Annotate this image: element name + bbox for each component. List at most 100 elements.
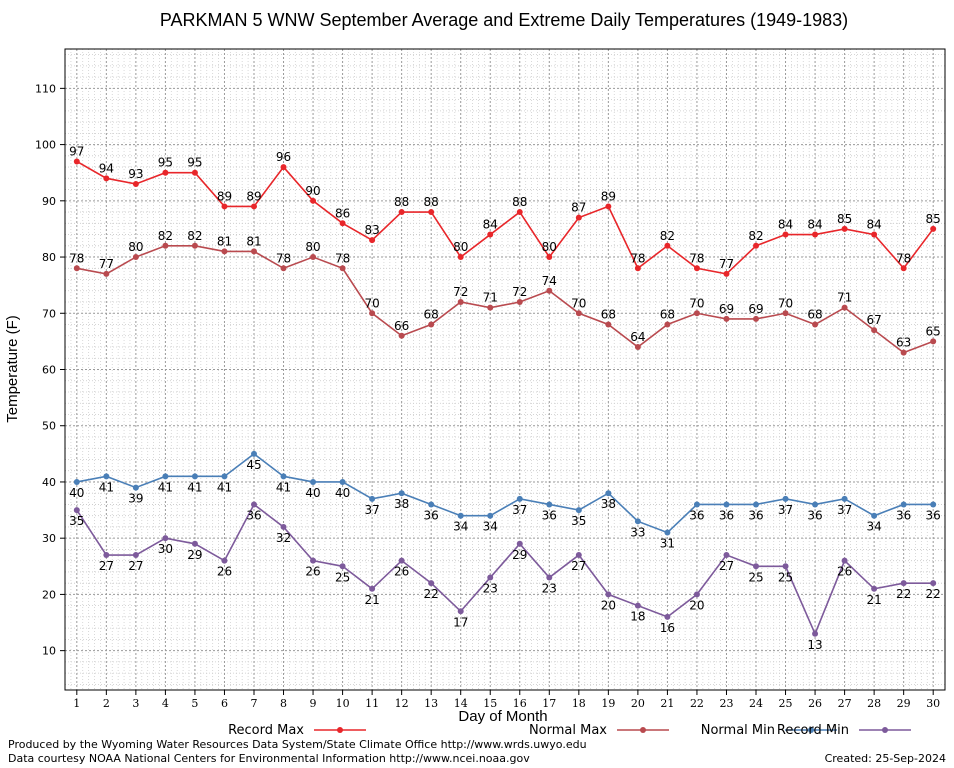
data-label-normal-max: 70 <box>571 296 586 310</box>
x-tick-label: 29 <box>897 697 911 710</box>
legend-label: Record Min <box>777 723 849 738</box>
data-label-record-max: 78 <box>689 251 704 265</box>
x-tick-label: 1 <box>73 697 80 710</box>
x-tick-label: 2 <box>103 697 110 710</box>
data-point-record-min <box>841 557 848 564</box>
data-label-record-max: 93 <box>128 167 143 181</box>
data-label-normal-min: 41 <box>99 480 114 494</box>
data-point-record-min <box>132 552 139 559</box>
series-normal-min: 40 41 39 41 41 41 45 41 40 40 37 38 36 34 34 37 36 35 38 33… <box>69 450 941 551</box>
data-point-record-max <box>753 242 760 249</box>
data-point-record-max <box>546 254 553 261</box>
data-label-record-max: 88 <box>394 195 409 209</box>
data-label-normal-min: 35 <box>571 514 586 528</box>
data-point-normal-max <box>191 242 198 249</box>
data-label-record-max: 95 <box>187 156 202 170</box>
y-axis: 10 20 30 40 50 60 70 80 90 100 110 <box>35 82 65 658</box>
data-point-normal-min <box>693 501 700 508</box>
data-point-normal-max <box>723 315 730 322</box>
y-axis-label: Temperature (F) <box>4 315 21 423</box>
data-label-normal-max: 66 <box>394 319 409 333</box>
data-label-record-min: 27 <box>571 559 586 573</box>
data-label-record-min: 22 <box>926 587 941 601</box>
data-point-record-min <box>693 591 700 598</box>
data-point-record-max <box>103 175 110 182</box>
data-point-normal-max <box>871 327 878 334</box>
data-point-normal-min <box>930 501 937 508</box>
data-point-normal-min <box>812 501 819 508</box>
data-point-normal-max <box>841 304 848 311</box>
y-tick-label: 80 <box>42 251 56 264</box>
data-label-record-max: 84 <box>778 218 793 232</box>
data-point-record-min <box>310 557 317 564</box>
data-point-record-max <box>132 180 139 187</box>
data-point-record-min <box>221 557 228 564</box>
data-label-record-min: 29 <box>512 548 527 562</box>
data-point-normal-max <box>782 310 789 317</box>
data-label-normal-min: 36 <box>896 508 911 522</box>
x-tick-label: 12 <box>395 697 409 710</box>
x-tick-label: 10 <box>336 697 350 710</box>
data-label-normal-min: 40 <box>69 486 84 500</box>
data-label-record-min: 35 <box>69 514 84 528</box>
data-point-record-max <box>841 225 848 232</box>
data-label-record-min: 36 <box>246 508 261 522</box>
data-point-normal-min <box>605 490 612 497</box>
data-point-record-min <box>73 507 80 514</box>
y-tick-label: 30 <box>42 532 56 545</box>
data-point-record-min <box>487 574 494 581</box>
data-label-normal-min: 45 <box>246 458 261 472</box>
data-label-normal-min: 37 <box>364 503 379 517</box>
data-point-record-min <box>280 523 287 530</box>
y-tick-label: 60 <box>42 364 56 377</box>
data-point-normal-min <box>191 473 198 480</box>
data-label-record-max: 97 <box>69 144 84 158</box>
data-point-record-max <box>191 169 198 176</box>
data-label-normal-min: 41 <box>217 480 232 494</box>
data-point-record-min <box>723 552 730 559</box>
data-label-record-max: 78 <box>630 251 645 265</box>
data-point-record-max <box>310 197 317 204</box>
y-tick-label: 10 <box>42 645 56 658</box>
data-label-record-min: 32 <box>276 531 291 545</box>
data-point-record-min <box>457 608 464 615</box>
data-point-normal-max <box>132 254 139 261</box>
data-label-normal-max: 70 <box>778 296 793 310</box>
data-label-normal-max: 67 <box>866 313 881 327</box>
x-tick-label: 14 <box>454 697 468 710</box>
data-point-normal-min <box>73 478 80 485</box>
data-point-record-min <box>250 501 257 508</box>
legend-label: Normal Max <box>529 723 607 738</box>
data-label-record-max: 82 <box>660 229 675 243</box>
data-label-normal-max: 82 <box>187 229 202 243</box>
data-label-normal-min: 38 <box>601 497 616 511</box>
data-point-normal-max <box>634 344 641 351</box>
x-tick-label: 4 <box>162 697 169 710</box>
data-point-record-max <box>221 203 228 210</box>
x-tick-label: 18 <box>572 697 586 710</box>
data-label-normal-max: 68 <box>660 308 675 322</box>
data-label-record-min: 13 <box>807 638 822 652</box>
legend-item-record-max: Record Max <box>228 723 366 738</box>
data-point-normal-max <box>546 287 553 294</box>
x-tick-label: 15 <box>483 697 497 710</box>
data-label-record-min: 23 <box>483 582 498 596</box>
x-tick-label: 16 <box>513 697 527 710</box>
data-label-record-min: 20 <box>689 598 704 612</box>
x-tick-label: 22 <box>690 697 704 710</box>
data-label-record-min: 22 <box>896 587 911 601</box>
data-label-normal-min: 36 <box>689 508 704 522</box>
data-label-normal-max: 70 <box>689 296 704 310</box>
data-label-record-max: 88 <box>512 195 527 209</box>
data-point-record-min <box>871 585 878 592</box>
x-axis-label: Day of Month <box>458 708 547 725</box>
data-label-record-max: 82 <box>748 229 763 243</box>
y-tick-label: 20 <box>42 588 56 601</box>
data-label-record-max: 95 <box>158 156 173 170</box>
data-label-normal-max: 81 <box>246 234 261 248</box>
x-tick-label: 8 <box>280 697 287 710</box>
data-point-normal-max <box>575 310 582 317</box>
legend-item-normal-min: Normal Min <box>701 723 837 738</box>
data-point-record-min <box>191 540 198 547</box>
